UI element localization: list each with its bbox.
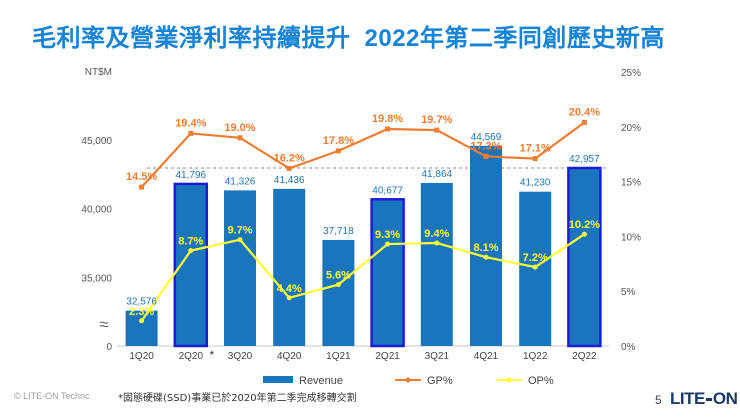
x-tick-label: 2Q20 <box>179 351 204 362</box>
revenue-label: 44,569 <box>471 132 502 143</box>
op-point <box>581 231 587 237</box>
page-number: 5 <box>655 393 662 407</box>
op-label: 9.3% <box>375 229 400 241</box>
revenue-bar <box>273 188 306 346</box>
gp-point <box>286 165 292 171</box>
page-title: 毛利率及營業淨利率持續提升 2022年第二季同創歷史新高 <box>32 18 665 53</box>
gp-point <box>237 135 243 141</box>
left-axis-tick-label: 0 <box>106 342 112 353</box>
revenue-label: 37,718 <box>323 226 354 237</box>
right-axis-tick-label: 15% <box>621 178 641 189</box>
left-axis-tick-label: 35,000 <box>81 273 112 284</box>
copyright-text: © LITE-ON Technc <box>14 391 90 401</box>
x-tick-label: 1Q22 <box>523 351 548 362</box>
gp-label: 16.2% <box>274 152 305 164</box>
x-tick-label: 3Q21 <box>425 351 450 362</box>
op-label: 2.3% <box>129 306 154 318</box>
gp-point <box>139 184 145 190</box>
gp-label: 19.4% <box>175 117 206 129</box>
legend-op-label: OP% <box>528 375 554 387</box>
gp-point <box>385 126 391 132</box>
op-point <box>335 282 341 288</box>
revenue-label: 41,230 <box>520 178 551 189</box>
revenue-bar <box>224 190 256 346</box>
title-main: 毛利率及營業淨利率持續提升 <box>32 24 351 52</box>
gp-point <box>483 153 489 159</box>
op-point <box>385 241 391 247</box>
op-point <box>237 237 243 243</box>
op-point <box>434 240 440 246</box>
left-axis-tick-label: 40,000 <box>81 205 112 216</box>
op-label: 9.7% <box>227 225 252 237</box>
legend-gp-label: GP% <box>427 375 453 387</box>
revenue-bar <box>125 310 158 346</box>
right-axis-tick-label: 0% <box>621 342 636 353</box>
x-tick-label: 4Q20 <box>277 351 302 362</box>
x-tick-label: 1Q20 <box>129 351 154 362</box>
op-label: 10.2% <box>569 219 600 231</box>
revenue-label: 40,677 <box>372 185 403 196</box>
liteon-logo: LITE ON <box>670 389 738 408</box>
op-point <box>188 248 194 254</box>
revenue-label: 32,576 <box>126 297 157 308</box>
op-point <box>286 295 292 301</box>
x-tick-label: 2Q21 <box>375 351 400 362</box>
x-tick-label: 2Q22 <box>572 351 597 362</box>
x-tick-label: 4Q21 <box>474 351 499 362</box>
legend-gp-marker <box>405 377 411 383</box>
op-label: 5.6% <box>326 270 351 282</box>
revenue-bar <box>567 166 602 348</box>
revenue-bar <box>470 145 502 346</box>
right-axis-tick-label: 20% <box>621 123 641 134</box>
gp-label: 17.3% <box>470 140 501 152</box>
gp-label: 17.8% <box>323 135 354 147</box>
left-axis-tick-label: 45,000 <box>81 136 112 147</box>
gp-label: 19.7% <box>421 114 452 126</box>
legend-revenue-swatch <box>263 376 293 383</box>
left-axis-unit: NT$M <box>85 67 112 78</box>
x-tick-label: 3Q20 <box>228 351 253 362</box>
right-axis-tick-label: 25% <box>621 68 641 79</box>
revenue-bar <box>322 239 355 346</box>
revenue-label: 41,864 <box>422 169 453 180</box>
gp-point <box>434 127 440 133</box>
revenue-label: 42,957 <box>569 154 600 165</box>
gp-point <box>532 156 538 162</box>
footnote: *固態硬碟(SSD)事業已於2020年第二季完成移轉交割 <box>118 393 357 404</box>
op-point <box>139 318 145 324</box>
gp-label: 14.5% <box>126 171 157 183</box>
x-tick-label: 1Q21 <box>326 351 351 362</box>
gp-label: 19.8% <box>372 113 403 125</box>
op-label: 8.7% <box>178 236 203 248</box>
gp-point <box>188 130 194 136</box>
title-year: 2022年第二季同創歷史新高 <box>364 25 665 52</box>
op-point <box>483 254 489 260</box>
right-axis-tick-label: 5% <box>621 287 636 298</box>
right-axis-tick-label: 10% <box>621 232 641 243</box>
op-label: 9.4% <box>424 228 449 240</box>
op-label: 8.1% <box>473 242 498 254</box>
revenue-bar <box>370 198 405 348</box>
revenue-label: 41,326 <box>225 176 256 187</box>
revenue-label: 41,436 <box>274 175 305 186</box>
op-label: 7.2% <box>523 252 548 264</box>
op-label: 4.4% <box>277 283 302 295</box>
category-footnote-mark: * <box>209 348 214 362</box>
op-line <box>140 233 586 322</box>
gp-point <box>581 119 587 125</box>
op-point <box>532 264 538 270</box>
gp-label: 20.4% <box>569 106 600 118</box>
gp-label: 17.1% <box>520 143 551 155</box>
gp-point <box>335 148 341 154</box>
gp-label: 19.0% <box>224 122 255 134</box>
axis-break-icon: ≈ <box>99 315 108 334</box>
legend-op-marker <box>506 377 512 383</box>
gp-line <box>140 121 586 188</box>
revenue-label: 41,796 <box>176 170 207 181</box>
legend-revenue-label: Revenue <box>299 375 343 387</box>
revenue-bar <box>420 182 453 346</box>
